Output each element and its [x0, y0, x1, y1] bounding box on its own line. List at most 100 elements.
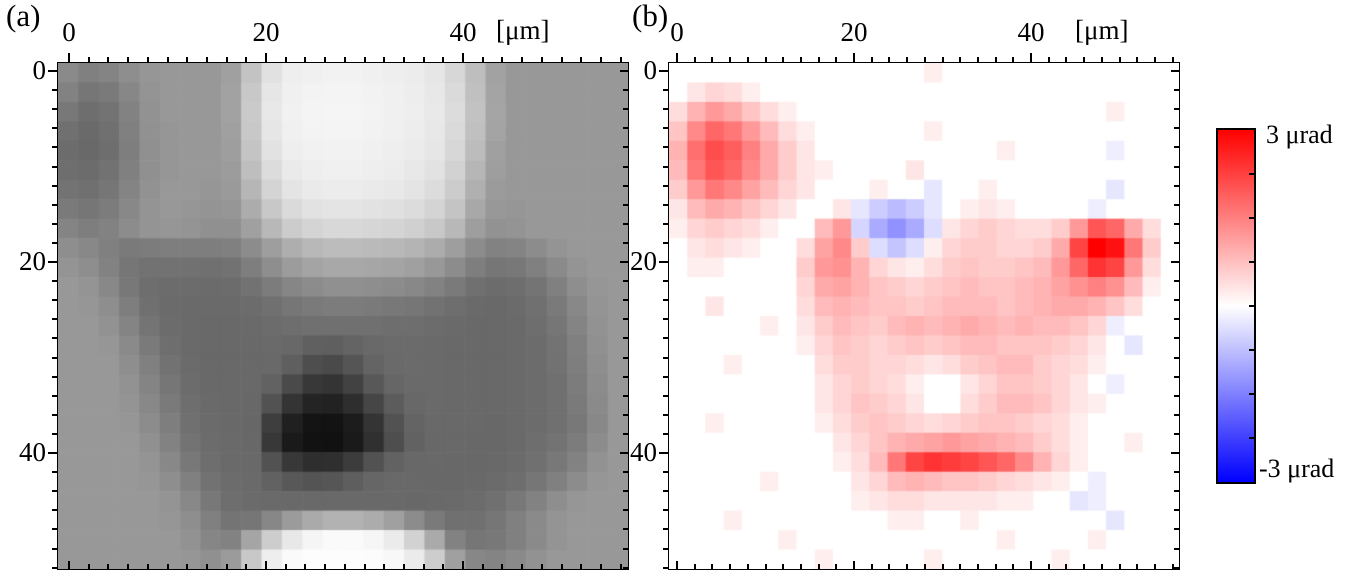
- x-axis-bottom-tick: [711, 564, 714, 569]
- y-axis-tick: [52, 471, 57, 474]
- y-axis-tick: [52, 241, 57, 244]
- y-axis-right-tick: [1174, 203, 1179, 206]
- y-axis-tick: [659, 261, 668, 263]
- y-axis-right-tick: [623, 184, 628, 187]
- x-axis-bottom-tick: [225, 564, 228, 569]
- x-axis-tick: [107, 57, 110, 62]
- x-axis-tick: [127, 57, 130, 62]
- x-tick-label: 0: [62, 17, 76, 47]
- y-axis-right-tick: [1174, 318, 1179, 321]
- x-axis-tick: [540, 57, 543, 62]
- y-axis-right-tick: [623, 547, 628, 550]
- y-axis-tick: [663, 299, 668, 302]
- panel-a-label: (a): [6, 0, 41, 33]
- x-axis-tick: [383, 57, 386, 62]
- x-axis-bottom-tick: [870, 564, 873, 569]
- x-axis-tick: [799, 57, 802, 62]
- panel-b-axis-unit-label: [μm]: [1075, 15, 1129, 45]
- x-tick-label: 40: [1017, 17, 1045, 47]
- y-axis-tick: [52, 299, 57, 302]
- x-axis-tick: [1083, 57, 1086, 62]
- y-axis-right-tick: [1174, 127, 1179, 130]
- x-axis-tick: [186, 57, 189, 62]
- y-axis-tick: [52, 184, 57, 187]
- x-axis-bottom-tick: [245, 564, 248, 569]
- x-axis-tick: [166, 57, 169, 62]
- x-axis-bottom-tick: [501, 564, 504, 569]
- colorbar-tick: [1249, 261, 1254, 263]
- x-axis-bottom-tick: [693, 564, 696, 569]
- panel-b-canvas: [669, 63, 1179, 569]
- y-axis-right-tick: [1171, 452, 1179, 454]
- y-axis-right-tick: [623, 108, 628, 111]
- y-axis-tick: [663, 375, 668, 378]
- y-axis-right-tick: [1174, 184, 1179, 187]
- y-axis-right-tick: [623, 241, 628, 244]
- y-axis-right-tick: [623, 471, 628, 474]
- y-axis-right-tick: [620, 452, 628, 454]
- colorbar-tick: [1249, 173, 1254, 175]
- panel-b-label: (b): [632, 0, 669, 33]
- x-axis-bottom-tick: [462, 561, 464, 569]
- x-axis-bottom-tick: [817, 564, 820, 569]
- x-axis-tick: [1100, 57, 1103, 62]
- x-axis-tick: [324, 57, 327, 62]
- x-tick-label: 0: [670, 17, 684, 47]
- y-axis-right-tick: [623, 566, 628, 569]
- x-axis-tick: [676, 53, 678, 62]
- y-axis-tick: [52, 356, 57, 359]
- y-axis-right-tick: [1174, 165, 1179, 168]
- y-axis-tick: [52, 413, 57, 416]
- y-axis-tick: [52, 566, 57, 569]
- y-axis-tick: [663, 146, 668, 149]
- y-tick-label: 40: [19, 436, 46, 467]
- y-axis-tick: [52, 146, 57, 149]
- y-axis-right-tick: [620, 70, 628, 72]
- x-axis-bottom-tick: [324, 564, 327, 569]
- y-axis-right-tick: [623, 432, 628, 435]
- x-axis-bottom-tick: [1065, 564, 1068, 569]
- y-axis-right-tick: [623, 356, 628, 359]
- x-axis-bottom-tick: [1083, 564, 1086, 569]
- x-axis-tick: [304, 57, 307, 62]
- x-axis-tick: [619, 57, 622, 62]
- x-axis-bottom-tick: [941, 564, 944, 569]
- y-axis-tick: [663, 356, 668, 359]
- x-axis-tick: [782, 57, 785, 62]
- y-axis-tick: [663, 127, 668, 130]
- panel-b-heatmap: [μm] 0 20 40 0 20 40: [630, 17, 1180, 570]
- y-axis-right-tick: [623, 375, 628, 378]
- y-axis-tick: [659, 70, 668, 72]
- y-axis-tick: [663, 413, 668, 416]
- x-axis-tick: [560, 57, 563, 62]
- x-axis-bottom-tick: [619, 564, 622, 569]
- x-tick-label: 40: [449, 17, 477, 47]
- x-axis-tick: [363, 57, 366, 62]
- x-axis-bottom-tick: [676, 561, 678, 569]
- y-axis-right-tick: [1174, 432, 1179, 435]
- x-axis-bottom-tick: [1030, 561, 1032, 569]
- y-axis-tick: [52, 203, 57, 206]
- x-axis-bottom-tick: [994, 564, 997, 569]
- x-axis-tick: [1047, 57, 1050, 62]
- y-axis-right-tick: [623, 337, 628, 340]
- y-axis-right-tick: [1174, 241, 1179, 244]
- y-axis-right-tick: [1174, 394, 1179, 397]
- x-axis-tick: [68, 53, 70, 62]
- y-axis-right-tick: [1174, 528, 1179, 531]
- x-axis-tick: [501, 57, 504, 62]
- y-axis-tick: [52, 222, 57, 225]
- y-axis-right-tick: [623, 413, 628, 416]
- x-tick-label: 20: [840, 17, 868, 47]
- x-axis-tick: [870, 57, 873, 62]
- x-axis-tick: [994, 57, 997, 62]
- y-axis-tick: [663, 566, 668, 569]
- x-axis-bottom-tick: [521, 564, 524, 569]
- y-axis-right-tick: [623, 490, 628, 493]
- x-axis-tick: [343, 57, 346, 62]
- panel-a-canvas: [58, 63, 628, 569]
- x-axis-bottom-tick: [764, 564, 767, 569]
- y-axis-right-tick: [623, 299, 628, 302]
- y-axis-tick: [663, 318, 668, 321]
- y-axis-tick: [663, 241, 668, 244]
